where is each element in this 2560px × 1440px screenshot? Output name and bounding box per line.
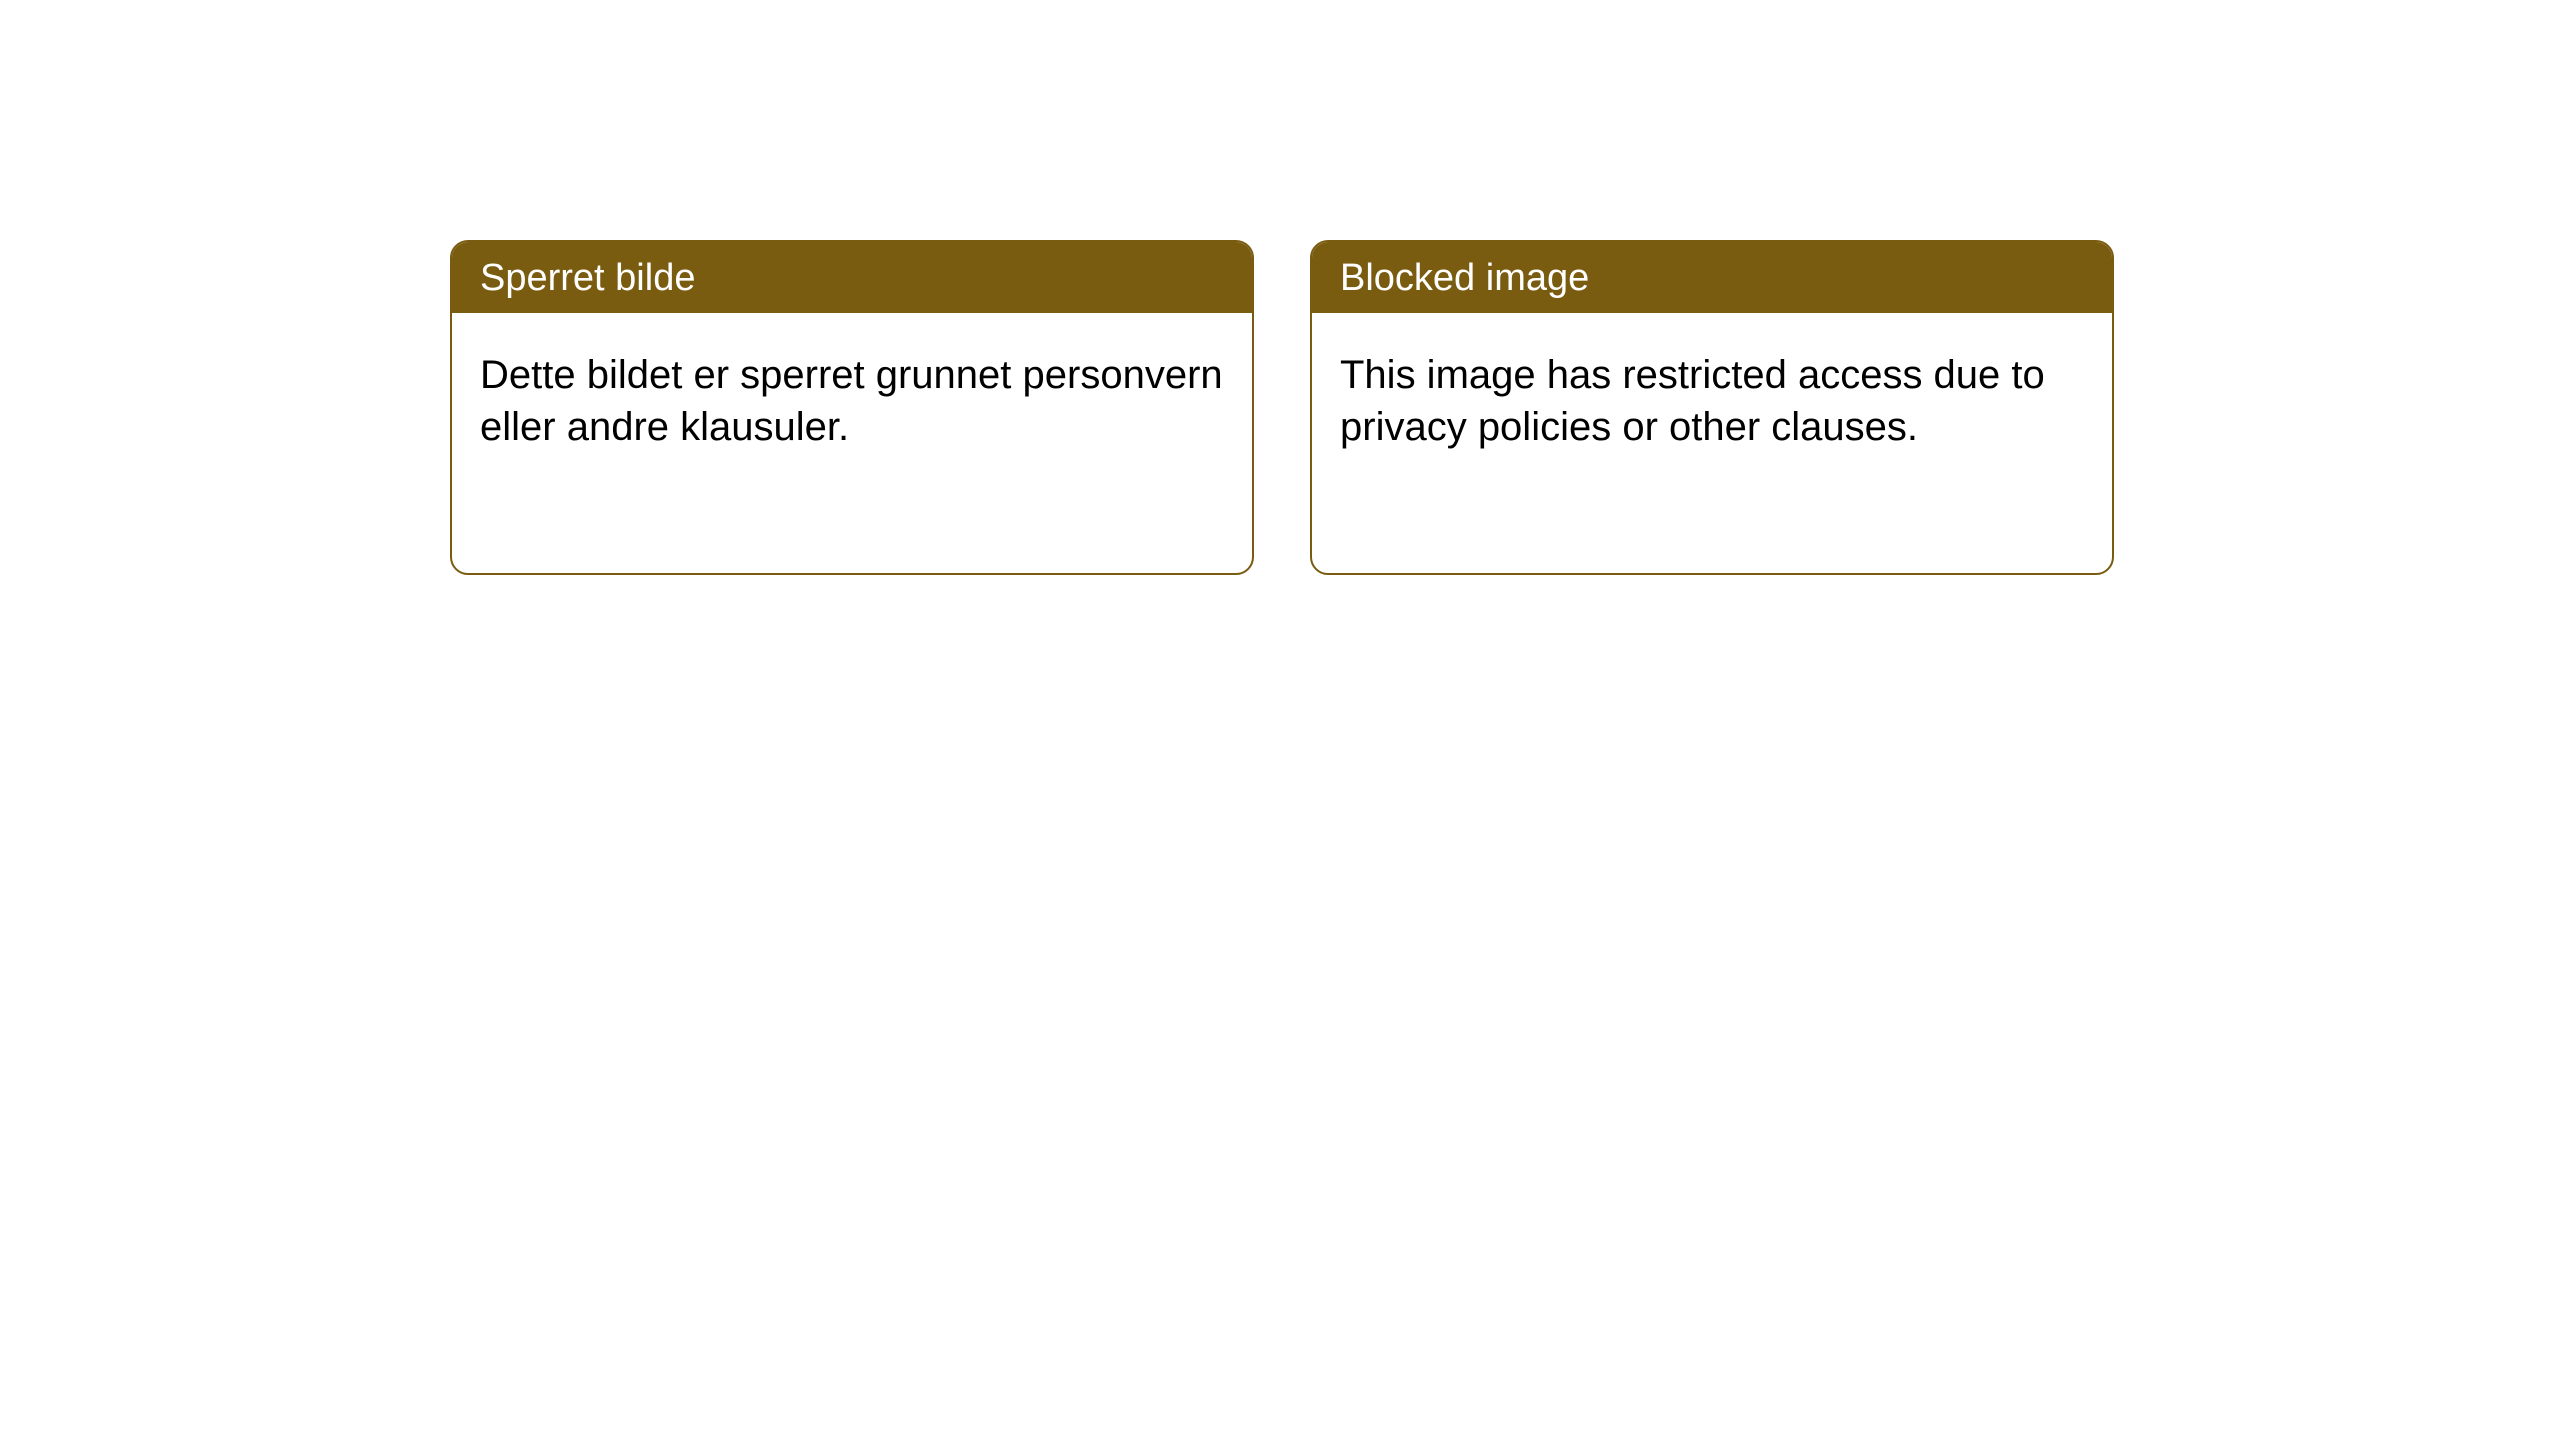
card-english: Blocked image This image has restricted … bbox=[1310, 240, 2114, 575]
card-norwegian: Sperret bilde Dette bildet er sperret gr… bbox=[450, 240, 1254, 575]
notice-cards-container: Sperret bilde Dette bildet er sperret gr… bbox=[0, 0, 2560, 575]
card-body-norwegian: Dette bildet er sperret grunnet personve… bbox=[452, 313, 1252, 573]
card-title-english: Blocked image bbox=[1312, 242, 2112, 313]
card-body-english: This image has restricted access due to … bbox=[1312, 313, 2112, 573]
card-title-norwegian: Sperret bilde bbox=[452, 242, 1252, 313]
